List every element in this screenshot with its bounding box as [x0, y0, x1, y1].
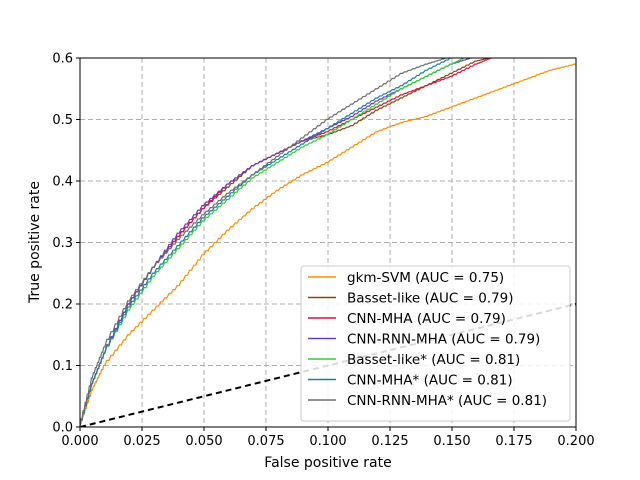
x-tick-label: 0.150: [433, 434, 470, 449]
x-tick-label: 0.025: [123, 434, 160, 449]
legend-label: Basset-like (AUC = 0.79): [347, 291, 514, 307]
series-line-4: [80, 58, 465, 427]
y-tick-label: 0.4: [52, 175, 73, 190]
series-lines: [80, 58, 576, 427]
y-tick-label: 0.2: [52, 298, 73, 313]
y-tick-label: 0.0: [52, 421, 73, 436]
x-axis-ticks: 0.000 0.025 0.050 0.075 0.100 0.125 0.150 0.175…: [61, 427, 595, 449]
x-tick-label: 0.175: [495, 434, 532, 449]
y-tick-label: 0.3: [52, 236, 73, 251]
x-tick-label: 0.075: [247, 434, 284, 449]
y-axis-label: True positive rate: [27, 181, 43, 304]
legend-box: [300, 265, 571, 422]
y-tick-label: 0.1: [52, 359, 73, 374]
legend: gkm-SVM (AUC = 0.75) Basset-like (AUC = 0…: [300, 265, 571, 422]
legend-label: Basset-like* (AUC = 0.81): [347, 352, 520, 368]
x-tick-label: 0.200: [557, 434, 594, 449]
legend-label: gkm-SVM (AUC = 0.75): [347, 270, 504, 286]
y-axis-ticks: 0.0 0.1 0.2 0.3 0.4 0.5 0.6: [52, 52, 80, 436]
legend-label: CNN-RNN-MHA* (AUC = 0.81): [347, 393, 547, 409]
x-tick-label: 0.100: [309, 434, 346, 449]
legend-label: CNN-RNN-MHA (AUC = 0.79): [347, 332, 540, 348]
series-line-0: [80, 63, 576, 427]
legend-label: CNN-MHA* (AUC = 0.81): [347, 373, 513, 389]
y-tick-label: 0.6: [52, 52, 73, 67]
x-tick-label: 0.000: [61, 434, 98, 449]
series-line-6: [80, 58, 448, 427]
x-tick-label: 0.125: [371, 434, 408, 449]
x-tick-label: 0.050: [185, 434, 222, 449]
y-tick-label: 0.5: [52, 113, 73, 128]
x-axis-label: False positive rate: [264, 455, 391, 471]
legend-label: CNN-MHA (AUC = 0.79): [347, 311, 506, 327]
